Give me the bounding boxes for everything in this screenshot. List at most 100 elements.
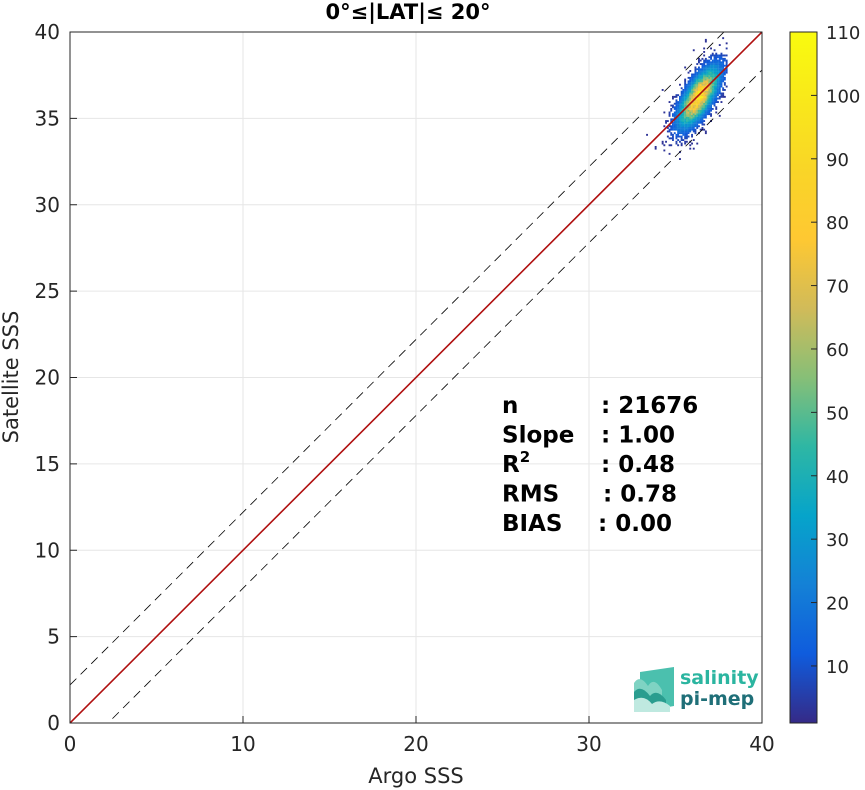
- density-bin: [694, 76, 697, 79]
- density-bin: [687, 123, 690, 126]
- density-bin: [670, 118, 673, 121]
- density-bin: [680, 137, 683, 140]
- density-bin: [692, 101, 695, 103]
- density-bin: [672, 137, 674, 140]
- density-bin: [675, 121, 678, 124]
- density-bin: [684, 85, 687, 88]
- density-bin: [696, 97, 699, 100]
- density-bin: [692, 76, 695, 79]
- density-bin: [679, 101, 681, 103]
- logo-icon: [634, 667, 674, 712]
- density-bin: [720, 92, 723, 95]
- density-bin: [684, 83, 687, 86]
- stat-value: : 0.48: [601, 452, 675, 478]
- density-bin: [703, 68, 706, 71]
- density-bin: [685, 132, 688, 135]
- density-bin: [680, 106, 683, 109]
- density-bin: [706, 90, 709, 93]
- density-bin: [711, 89, 714, 91]
- density-bin: [685, 140, 688, 143]
- density-bin: [666, 130, 669, 133]
- density-bin: [720, 95, 723, 98]
- density-bin: [706, 111, 709, 114]
- density-bin: [706, 99, 709, 102]
- density-bin: [691, 78, 693, 81]
- density-bin: [715, 99, 718, 102]
- density-bin: [715, 61, 718, 64]
- density-bin: [698, 87, 700, 90]
- density-bin: [691, 85, 693, 88]
- density-bin: [718, 66, 721, 69]
- density-bin: [692, 82, 695, 84]
- density-bin: [704, 114, 707, 117]
- density-bin: [694, 120, 697, 122]
- density-bin: [715, 56, 718, 59]
- density-bin: [704, 130, 707, 133]
- density-bin: [699, 73, 702, 76]
- density-bin: [694, 125, 697, 128]
- density-bin: [692, 139, 695, 141]
- density-bin: [699, 68, 702, 71]
- density-bin: [704, 75, 707, 78]
- density-bin: [717, 90, 719, 93]
- density-bin: [696, 90, 699, 93]
- density-bin: [682, 94, 685, 97]
- density-bin: [673, 128, 676, 131]
- x-tick-label: 0: [64, 732, 77, 756]
- density-bin: [682, 116, 685, 119]
- density-bin: [701, 80, 704, 83]
- density-bin: [687, 80, 690, 83]
- density-bin: [699, 76, 702, 79]
- density-bin: [694, 116, 697, 119]
- density-bin: [691, 104, 693, 107]
- density-bin: [679, 106, 681, 109]
- density-bin: [682, 139, 685, 141]
- density-bin: [680, 135, 683, 138]
- density-bin: [673, 113, 676, 116]
- density-bin: [698, 78, 700, 81]
- density-bin: [691, 95, 693, 98]
- density-bin: [718, 95, 721, 98]
- density-bin: [694, 101, 697, 103]
- density-bin: [715, 111, 718, 114]
- density-bin: [725, 42, 728, 45]
- envelope-line: [107, 69, 762, 723]
- density-bin: [663, 125, 666, 128]
- density-bin: [703, 70, 706, 72]
- density-bin: [689, 116, 692, 119]
- density-bin: [723, 82, 726, 84]
- density-bin: [691, 73, 693, 76]
- density-bin: [679, 116, 681, 119]
- density-bin: [696, 111, 699, 114]
- density-bin: [679, 127, 681, 129]
- density-bin: [691, 94, 693, 97]
- stat-value: : 0.00: [598, 511, 672, 537]
- density-bin: [715, 52, 718, 55]
- density-bin: [677, 121, 680, 124]
- density-bin: [673, 123, 676, 126]
- density-bin: [701, 83, 704, 86]
- density-bin: [692, 78, 695, 81]
- density-bin: [713, 99, 716, 102]
- density-bin: [691, 125, 693, 128]
- density-bin: [684, 97, 687, 100]
- density-bin: [710, 90, 712, 93]
- density-bin: [703, 123, 706, 126]
- density-bin: [684, 99, 687, 102]
- density-bin: [710, 89, 712, 91]
- colorbar-tick-label: 80: [826, 213, 849, 234]
- density-bin: [718, 75, 721, 78]
- density-bin: [703, 108, 706, 110]
- density-bin: [689, 89, 692, 91]
- density-bin: [698, 111, 700, 114]
- density-bin: [689, 85, 692, 88]
- density-bin: [694, 109, 697, 112]
- density-bin: [682, 118, 685, 121]
- density-bin: [710, 54, 712, 57]
- density-bin: [680, 114, 683, 117]
- density-bin: [704, 106, 707, 109]
- stat-label: BIAS: [502, 511, 562, 537]
- density-bin: [691, 118, 693, 121]
- density-bin: [687, 108, 690, 110]
